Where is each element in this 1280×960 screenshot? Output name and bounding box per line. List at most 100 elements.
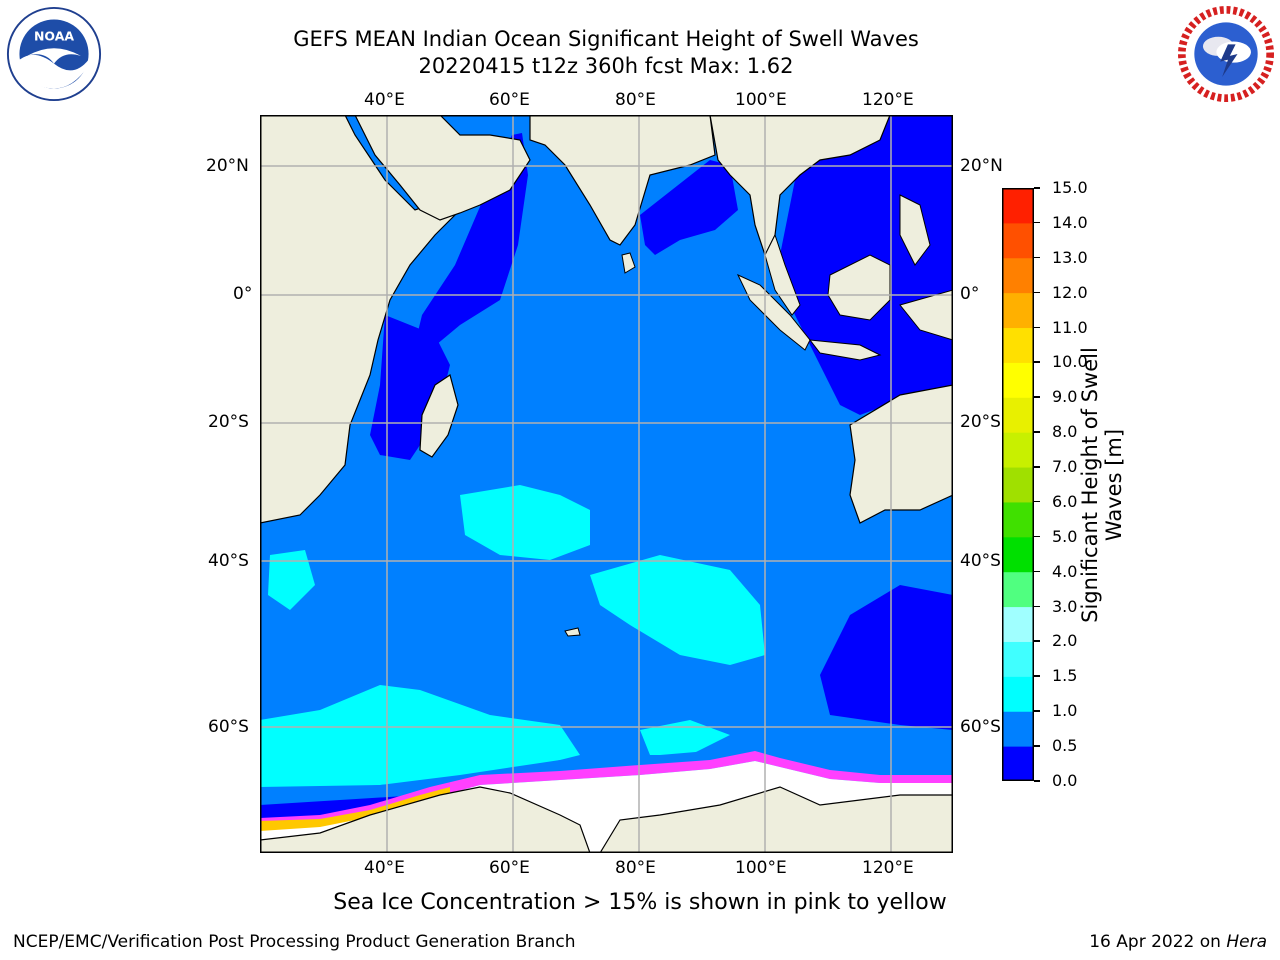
footer-host: Hera	[1226, 932, 1267, 952]
colorbar-tick-mark	[1034, 431, 1040, 433]
sea-ice-yellow	[260, 787, 450, 835]
lat-tick-left: 60°S	[208, 717, 249, 737]
colorbar-tick-mark	[1034, 640, 1040, 642]
lon-tick-top: 100°E	[735, 90, 787, 110]
lon-tick-bottom: 40°E	[364, 858, 405, 878]
colorbar-title: Significant Height of Swell Waves [m]	[1078, 347, 1126, 623]
australia	[849, 384, 953, 524]
swell-patch-south-east	[640, 720, 730, 755]
colorbar-swatch	[1002, 257, 1034, 294]
colorbar-swatch	[1002, 327, 1034, 363]
colorbar-tick-label: 11.0	[1052, 317, 1088, 337]
lon-tick-bottom: 80°E	[615, 858, 656, 878]
colorbar-tick-mark	[1034, 466, 1040, 468]
lon-tick-top: 120°E	[862, 90, 914, 110]
colorbar-tick-mark	[1034, 291, 1040, 294]
java	[808, 339, 882, 361]
antarctica-west	[260, 786, 591, 853]
footer-timestamp: 16 Apr 2022 on Hera	[1089, 932, 1267, 952]
colorbar	[1002, 188, 1034, 781]
colorbar-tick-label: 1.5	[1052, 666, 1078, 686]
noaa-logo-text: NOAA	[34, 29, 74, 44]
colorbar-swatch	[1002, 397, 1034, 433]
philippines	[899, 194, 931, 266]
colorbar-tick-label: 15.0	[1052, 178, 1088, 197]
lon-tick-top: 80°E	[615, 90, 656, 110]
colorbar-swatch	[1002, 676, 1034, 712]
sri-lanka	[621, 252, 636, 274]
colorbar-tick-mark	[1034, 675, 1040, 677]
colorbar-tick-mark	[1034, 187, 1040, 189]
colorbar-tick-label: 10.0	[1052, 352, 1088, 372]
swell-band-southern	[260, 685, 580, 790]
graticule	[260, 115, 953, 853]
lat-tick-left: 20°S	[208, 412, 249, 432]
colorbar-tick-label: 4.0	[1052, 561, 1078, 581]
colorbar-tick-mark	[1034, 745, 1040, 747]
antarctica-east	[599, 786, 953, 853]
colorbar-tick-label: 14.0	[1052, 212, 1088, 232]
lat-tick-right: 0°	[960, 284, 980, 304]
colorbar-tick-label: 1.0	[1052, 701, 1078, 721]
colorbar-swatch	[1002, 362, 1034, 398]
colorbar-swatch	[1002, 641, 1034, 677]
arabian-peninsula	[354, 115, 531, 221]
africa	[260, 115, 466, 524]
colorbar-swatch	[1002, 501, 1034, 538]
colorbar-swatch	[1002, 606, 1034, 642]
swell-height-map	[260, 115, 953, 853]
colorbar-tick-label: 0.0	[1052, 771, 1078, 790]
colorbar-tick-label: 3.0	[1052, 596, 1078, 616]
low-swell-southeast	[820, 585, 953, 730]
swell-patch-east	[590, 555, 765, 665]
lon-tick-bottom: 120°E	[862, 858, 914, 878]
colorbar-frame	[1002, 188, 1034, 781]
nws-logo-icon	[1178, 6, 1274, 102]
colorbar-tick-label: 0.5	[1052, 736, 1078, 756]
lat-tick-right: 20°N	[960, 156, 1003, 176]
colorbar-swatch	[1002, 571, 1034, 608]
colorbar-swatch	[1002, 711, 1034, 747]
lat-tick-right: 20°S	[960, 412, 1001, 432]
lon-tick-bottom: 60°E	[489, 858, 530, 878]
colorbar-swatch	[1002, 536, 1034, 573]
lat-tick-right: 60°S	[960, 717, 1001, 737]
colorbar-tick-mark	[1034, 256, 1040, 259]
colorbar-tick-mark	[1034, 780, 1040, 782]
lon-tick-top: 60°E	[489, 90, 530, 110]
colorbar-swatch	[1002, 222, 1034, 259]
lon-tick-bottom: 100°E	[735, 858, 787, 878]
kerguelen	[564, 627, 581, 637]
colorbar-tick-mark	[1034, 605, 1040, 608]
lon-tick-top: 40°E	[364, 90, 405, 110]
india	[529, 115, 716, 246]
colorbar-tick-mark	[1034, 326, 1040, 329]
colorbar-swatch	[1002, 432, 1034, 468]
southeast-asia	[709, 115, 891, 257]
colorbar-tick-label: 5.0	[1052, 526, 1078, 546]
madagascar	[419, 374, 459, 458]
colorbar-tick-mark	[1034, 570, 1040, 573]
map-frame	[260, 115, 953, 853]
colorbar-swatch	[1002, 188, 1034, 224]
swell-patch-central	[460, 485, 590, 560]
colorbar-swatch	[1002, 746, 1034, 781]
colorbar-tick-mark	[1034, 500, 1040, 503]
colorbar-tick-label: 8.0	[1052, 422, 1078, 442]
colorbar-swatch	[1002, 292, 1034, 329]
lat-tick-left: 20°N	[206, 156, 249, 176]
colorbar-tick-mark	[1034, 710, 1040, 712]
colorbar-tick-label: 2.0	[1052, 631, 1078, 651]
colorbar-tick-label: 9.0	[1052, 387, 1078, 407]
colorbar-tick-mark	[1034, 361, 1040, 363]
lat-tick-right: 40°S	[960, 551, 1001, 571]
colorbar-tick-mark	[1034, 535, 1040, 538]
colorbar-tick-label: 6.0	[1052, 491, 1078, 511]
map-title: GEFS MEAN Indian Ocean Significant Heigh…	[293, 27, 919, 51]
swell-patch-west	[268, 550, 315, 610]
low-swell-bay-of-bengal	[640, 160, 738, 255]
map-caption: Sea Ice Concentration > 15% is shown in …	[333, 890, 947, 915]
colorbar-tick-label: 13.0	[1052, 247, 1088, 267]
lat-tick-left: 40°S	[208, 551, 249, 571]
map-subtitle: 20220415 t12z 360h fcst Max: 1.62	[418, 54, 794, 78]
